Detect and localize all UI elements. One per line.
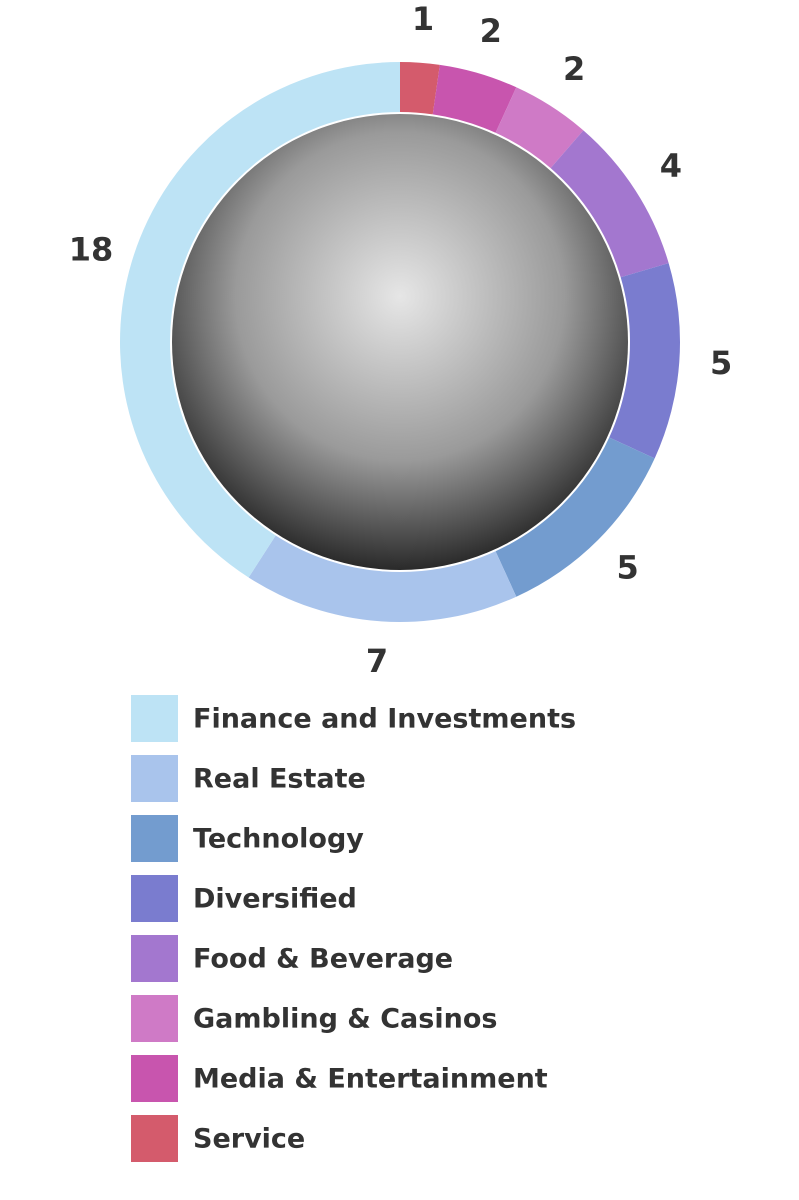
legend-label: Finance and Investments xyxy=(193,704,576,735)
donut-slice xyxy=(550,130,669,278)
legend-label: Technology xyxy=(193,824,364,855)
donut-slice xyxy=(609,263,680,459)
legend-label: Gambling & Casinos xyxy=(193,1004,497,1035)
legend-label: Diversified xyxy=(193,884,357,915)
data-label: 4 xyxy=(660,147,682,185)
legend-label: Food & Beverage xyxy=(193,944,453,975)
donut-slice xyxy=(432,64,517,133)
legend-swatch xyxy=(131,1115,178,1162)
legend-swatch xyxy=(131,935,178,982)
donut-slice xyxy=(120,62,401,578)
donut-slice xyxy=(495,87,584,169)
legend-label: Media & Entertainment xyxy=(193,1064,548,1095)
legend-swatch xyxy=(131,1055,178,1102)
data-label: 1 xyxy=(412,0,434,38)
donut-slice xyxy=(248,535,517,623)
legend-swatch xyxy=(131,815,178,862)
data-label: 2 xyxy=(563,50,585,88)
legend-swatch xyxy=(131,995,178,1042)
portrait-photo xyxy=(172,114,628,570)
donut-slice xyxy=(495,437,655,597)
legend-swatch xyxy=(131,875,178,922)
legend-label: Real Estate xyxy=(193,764,366,795)
legend-swatch xyxy=(131,695,178,742)
data-label: 2 xyxy=(480,12,502,50)
data-label: 5 xyxy=(617,549,639,587)
data-label: 5 xyxy=(710,344,732,382)
data-label: 7 xyxy=(366,642,388,680)
data-label: 18 xyxy=(69,230,114,268)
legend-label: Service xyxy=(193,1124,305,1155)
legend-swatch xyxy=(131,755,178,802)
donut-slice xyxy=(400,62,440,115)
